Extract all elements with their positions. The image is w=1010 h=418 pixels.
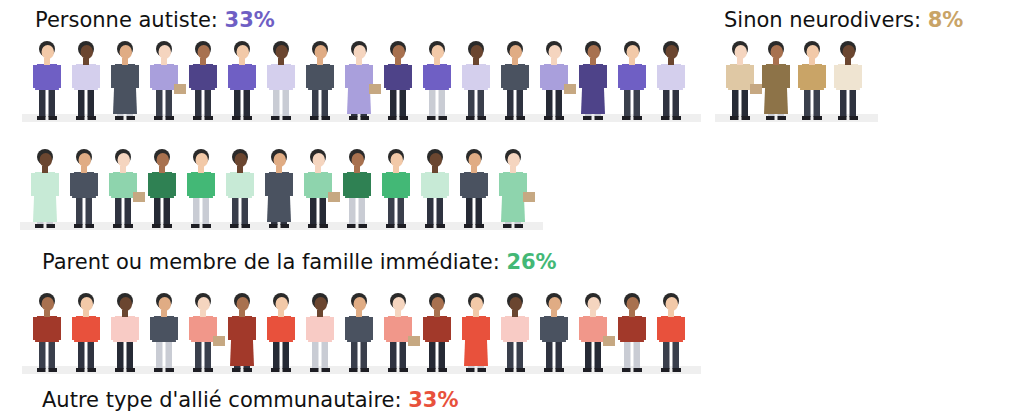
svg-text:Sinon neurodivers: 8%: Sinon neurodivers: 8% <box>724 8 963 32</box>
svg-text:Parent ou membre de la famille: Parent ou membre de la famille immédiate… <box>42 250 557 274</box>
svg-text:Autre type d'allié communautai: Autre type d'allié communautaire: 33% <box>42 388 458 412</box>
svg-text:Personne autiste: 33%: Personne autiste: 33% <box>35 8 275 32</box>
